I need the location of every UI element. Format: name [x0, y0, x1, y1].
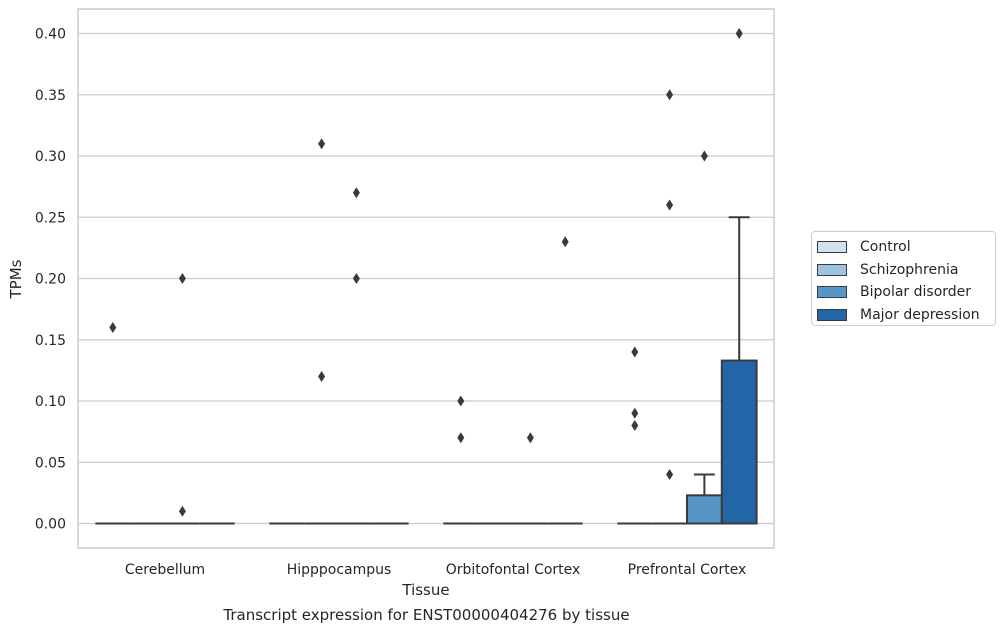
outlier-point [178, 273, 186, 284]
outlier-point [318, 371, 326, 382]
legend-label: Bipolar disorder [860, 284, 972, 301]
outlier-point [178, 505, 186, 517]
outlier-point [666, 469, 674, 480]
y-tick-label: 0.10 [35, 394, 66, 410]
plot-frame [77, 8, 775, 549]
x-tick-label: Orbitofontal Cortex [446, 562, 581, 578]
x-tick-label: Hipppocampus [287, 562, 392, 578]
outlier-point [457, 395, 465, 407]
legend-label: Control [860, 239, 911, 256]
legend-swatch [817, 263, 847, 276]
y-tick-label: 0.20 [35, 272, 66, 288]
outlier-points [109, 28, 743, 517]
legend-label: Schizophrenia [860, 261, 959, 278]
whiskers [693, 216, 750, 496]
x-axis-title: Tissue [401, 581, 449, 599]
outlier-point [631, 420, 639, 431]
outlier-point [109, 322, 117, 333]
legend-item: Bipolar disorder [817, 281, 995, 304]
outlier-point [318, 138, 326, 150]
legend-item: Control [817, 236, 995, 259]
y-axis-ticks: 0.00 0.05 0.10 0.15 0.20 0.25 0.30 0.35 0.40 [35, 27, 66, 533]
y-tick-label: 0.35 [35, 88, 66, 104]
y-axis-title: TPMs [7, 259, 25, 299]
legend-item: Schizophrenia [817, 259, 995, 282]
outlier-point [352, 273, 360, 284]
bars [95, 359, 758, 525]
outlier-point [631, 407, 639, 419]
legend: Control Schizophrenia Bipolar disorder Majo… [811, 231, 996, 326]
y-tick-label: 0.30 [35, 149, 66, 165]
legend-item: Major depression [817, 304, 995, 327]
bar [686, 494, 723, 525]
outlier-point [352, 187, 360, 199]
outlier-point [526, 432, 534, 444]
outlier-point [666, 199, 674, 211]
legend-swatch [817, 241, 847, 254]
y-tick-label: 0.15 [35, 333, 66, 349]
y-tick-label: 0.25 [35, 210, 66, 226]
outlier-point [561, 236, 569, 248]
chart-caption: Transcript expression for ENST0000040427… [223, 606, 630, 624]
bar [720, 359, 758, 525]
outlier-point [631, 346, 639, 358]
outlier-point [457, 432, 465, 444]
x-tick-label: Cerebellum [125, 562, 205, 578]
x-tick-label: Prefrontal Cortex [628, 562, 747, 578]
x-axis-ticks: Cerebellum Hipppocampus Orbitofontal Corte… [125, 562, 746, 578]
legend-swatch [817, 308, 847, 321]
legend-label: Major depression [860, 306, 980, 323]
y-tick-label: 0.05 [35, 455, 66, 471]
outlier-point [735, 28, 743, 39]
legend-swatch [817, 286, 847, 299]
y-tick-label: 0.00 [35, 517, 66, 533]
gridlines [78, 32, 774, 525]
outlier-point [666, 89, 674, 101]
y-tick-label: 0.40 [35, 27, 66, 43]
outlier-point [700, 150, 708, 162]
